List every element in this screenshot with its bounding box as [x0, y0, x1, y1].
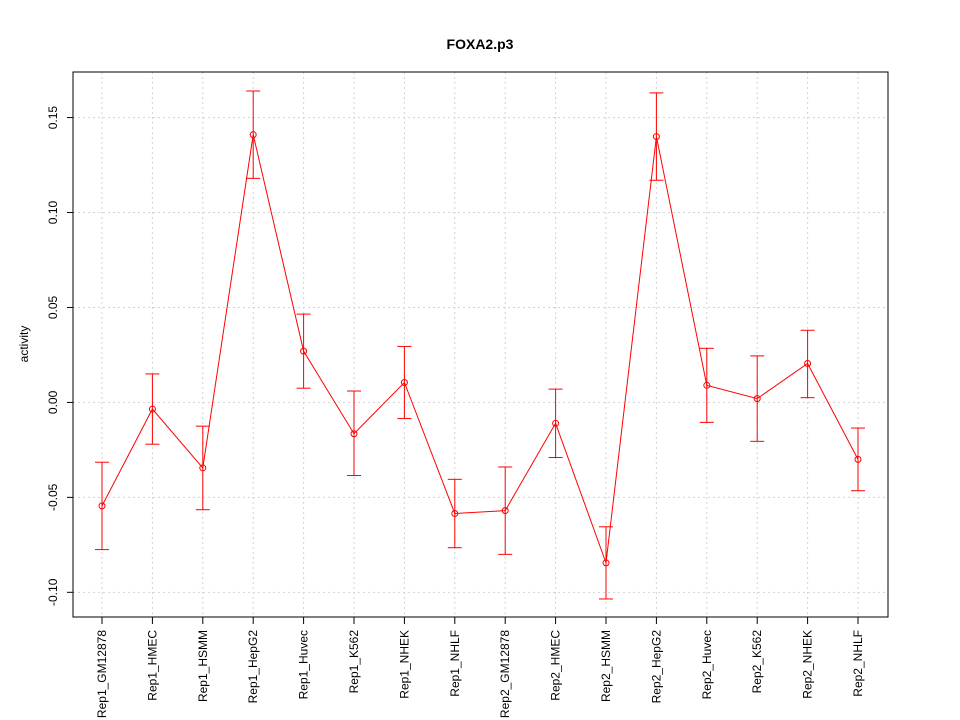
- data-point: [350, 430, 358, 438]
- data-point: [451, 510, 459, 518]
- y-tick-label: -0.05: [46, 483, 60, 511]
- chart-title: FOXA2.p3: [447, 36, 514, 52]
- x-tick-label: Rep1_HMEC: [145, 630, 159, 701]
- data-point: [300, 347, 308, 355]
- data-point: [400, 378, 408, 386]
- x-tick-label: Rep1_NHEK: [397, 630, 411, 699]
- grid-lines: [73, 72, 888, 617]
- data-point: [98, 502, 106, 510]
- data-point: [552, 419, 560, 427]
- y-tick-label: 0.05: [46, 295, 60, 319]
- y-tick-label: 0.15: [46, 106, 60, 130]
- x-tick-label: Rep1_HepG2: [246, 630, 260, 704]
- x-tick-label: Rep2_GM12878: [498, 630, 512, 718]
- data-point: [249, 131, 257, 139]
- y-tick-label: 0.00: [46, 390, 60, 414]
- y-tick-label: 0.10: [46, 201, 60, 225]
- data-point: [753, 395, 761, 403]
- x-tick-label: Rep2_Huvec: [700, 630, 714, 699]
- y-axis-label: activity: [17, 326, 31, 363]
- data-point: [501, 507, 509, 515]
- data-point: [148, 405, 156, 413]
- data-point: [703, 381, 711, 389]
- x-tick-label: Rep1_NHLF: [448, 630, 462, 697]
- data-point: [854, 455, 862, 463]
- x-tick-label: Rep1_HSMM: [196, 630, 210, 702]
- data-point: [199, 464, 207, 472]
- x-tick-label: Rep2_NHLF: [851, 630, 865, 697]
- data-point: [602, 559, 610, 567]
- plot-frame: [72, 71, 889, 618]
- x-tick-label: Rep2_HMEC: [549, 630, 563, 701]
- x-tick-label: Rep2_NHEK: [801, 630, 815, 699]
- axes: -0.10 -0.05 0.00 0.05 0.10 0.15 Rep1_GM12878 Re…: [46, 71, 889, 718]
- series-line: [101, 134, 859, 564]
- data-marks: [95, 90, 865, 600]
- x-tick-label: Rep1_Huvec: [297, 630, 311, 699]
- x-tick-label: Rep2_HSMM: [599, 630, 613, 702]
- data-point: [652, 133, 660, 141]
- x-tick-label: Rep1_K562: [347, 630, 361, 694]
- y-tick-label: -0.10: [46, 578, 60, 606]
- x-tick-label: Rep2_HepG2: [649, 630, 663, 704]
- x-tick-label: Rep1_GM12878: [95, 630, 109, 718]
- data-point: [804, 359, 812, 367]
- x-tick-label: Rep2_K562: [750, 630, 764, 694]
